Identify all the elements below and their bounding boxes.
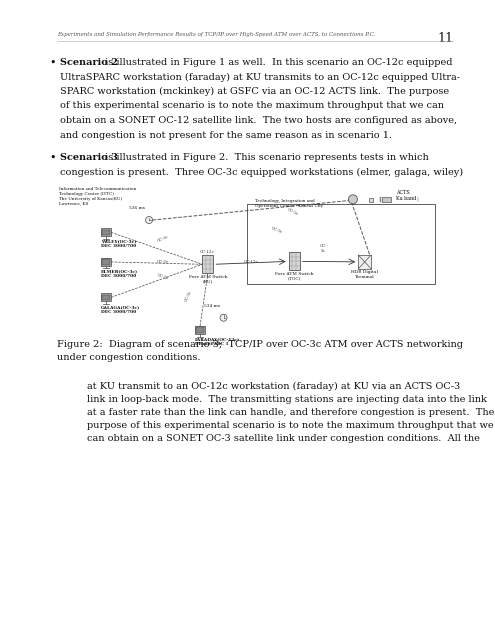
- Text: congestion is present.  Three OC-3c equipped workstations (elmer, galaga, wiley): congestion is present. Three OC-3c equip…: [60, 168, 463, 177]
- Text: OC-3c: OC-3c: [157, 235, 170, 243]
- Text: •: •: [49, 153, 55, 163]
- Text: under congestion conditions.: under congestion conditions.: [57, 353, 200, 362]
- Text: and congestion is not present for the same reason as in scenario 1.: and congestion is not present for the sa…: [60, 131, 392, 140]
- Text: can obtain on a SONET OC-3 satellite link under congestion conditions.  All the: can obtain on a SONET OC-3 satellite lin…: [87, 434, 480, 443]
- Text: Scenario 2: Scenario 2: [60, 58, 118, 67]
- Text: UltraSPARC workstation (faraday) at KU transmits to an OC-12c equipped Ultra-: UltraSPARC workstation (faraday) at KU t…: [60, 72, 460, 82]
- Text: •: •: [49, 58, 55, 68]
- Text: FARADAY(OC-12c)
UltraSPARC 1: FARADAY(OC-12c) UltraSPARC 1: [195, 337, 240, 346]
- Circle shape: [348, 195, 357, 204]
- Text: OC-3c: OC-3c: [157, 260, 169, 264]
- Text: Information and Telecommunication
Technology Center (ITTC)
The University of Kan: Information and Telecommunication Techno…: [59, 188, 136, 205]
- Text: 534 ms: 534 ms: [204, 304, 220, 308]
- Text: 11: 11: [437, 32, 453, 45]
- Bar: [101, 258, 111, 266]
- Text: OC-3c: OC-3c: [286, 207, 299, 216]
- Bar: [247, 204, 435, 284]
- Circle shape: [220, 314, 227, 321]
- Bar: [195, 326, 205, 334]
- Bar: [196, 327, 204, 333]
- Bar: [382, 196, 392, 202]
- Circle shape: [146, 216, 152, 223]
- Text: SPARC workstation (mckinkey) at GSFC via an OC-12 ACTS link.  The purpose: SPARC workstation (mckinkey) at GSFC via…: [60, 87, 449, 96]
- Text: purpose of this experimental scenario is to note the maximum throughput that we: purpose of this experimental scenario is…: [87, 420, 494, 429]
- Text: OC-3c: OC-3c: [271, 226, 284, 234]
- Text: of this experimental scenario is to note the maximum throughput that we can: of this experimental scenario is to note…: [60, 102, 444, 111]
- Text: is illustrated in Figure 1 as well.  In this scenario an OC-12c equipped: is illustrated in Figure 1 as well. In t…: [102, 58, 452, 67]
- Text: is illustrated in Figure 2.  This scenario represents tests in which: is illustrated in Figure 2. This scenari…: [102, 153, 429, 162]
- Text: HDR Digital
Terminal: HDR Digital Terminal: [351, 270, 378, 279]
- Bar: [101, 293, 111, 301]
- Text: ELMER(OC-3c)
DEC 3000/700: ELMER(OC-3c) DEC 3000/700: [101, 269, 138, 278]
- Bar: [102, 294, 110, 300]
- Text: GALAGA(OC-3c)
DEC 3000/700: GALAGA(OC-3c) DEC 3000/700: [101, 305, 140, 314]
- Text: obtain on a SONET OC-12 satellite link.  The two hosts are configured as above,: obtain on a SONET OC-12 satellite link. …: [60, 116, 457, 125]
- Text: OC-3c: OC-3c: [157, 273, 170, 280]
- Text: Fore ATM Switch
(KU): Fore ATM Switch (KU): [189, 275, 227, 284]
- Text: at a faster rate than the link can handle, and therefore congestion is present. : at a faster rate than the link can handl…: [87, 408, 495, 417]
- Bar: [369, 198, 373, 202]
- Text: Scenario 3: Scenario 3: [60, 153, 118, 162]
- Text: at KU transmit to an OC-12c workstation (faraday) at KU via an ACTS OC-3: at KU transmit to an OC-12c workstation …: [87, 381, 460, 391]
- Bar: [102, 259, 110, 265]
- Text: OC-
3c: OC- 3c: [320, 244, 327, 253]
- Text: OC-12c: OC-12c: [244, 260, 258, 264]
- Text: link in loop-back mode.  The transmitting stations are injecting data into the l: link in loop-back mode. The transmitting…: [87, 395, 487, 404]
- Bar: [380, 197, 381, 202]
- Text: Experiments and Simulation Performance Results of TCP/IP over High-Speed ATM ove: Experiments and Simulation Performance R…: [57, 32, 375, 37]
- Text: Figure 2:  Diagram of scenario 3;  TCP/IP over OC-3c ATM over ACTS networking: Figure 2: Diagram of scenario 3; TCP/IP …: [57, 340, 463, 349]
- Bar: [289, 252, 299, 270]
- Text: WILEY(OC-3c)
DEC 3000/700: WILEY(OC-3c) DEC 3000/700: [101, 240, 136, 248]
- Text: Fore ATM Switch
(TOC): Fore ATM Switch (TOC): [275, 272, 313, 280]
- Bar: [101, 228, 111, 236]
- Text: ACTS
Ka band: ACTS Ka band: [396, 191, 416, 201]
- Bar: [202, 255, 213, 273]
- Text: 536 ms: 536 ms: [130, 205, 146, 210]
- Text: Technology, Integration and
Operations Center - Kansas City: Technology, Integration and Operations C…: [255, 199, 323, 208]
- Bar: [358, 255, 371, 269]
- Bar: [102, 230, 110, 235]
- Text: OC-12c: OC-12c: [199, 250, 214, 254]
- Text: OC-3c: OC-3c: [184, 290, 193, 303]
